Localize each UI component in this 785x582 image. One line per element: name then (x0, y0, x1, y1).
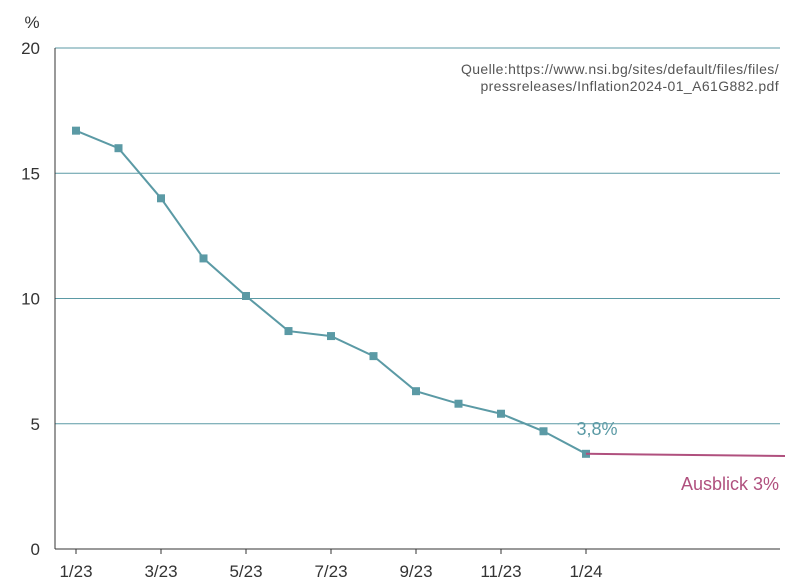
data-point-11-23 (497, 409, 505, 418)
y-tick-label: 0 (31, 540, 40, 559)
source-note-line1: Quelle:https://www.nsi.bg/sites/default/… (461, 61, 779, 77)
data-point-10-23 (454, 399, 463, 408)
source-note-line2: pressreleases/Inflation2024-01_A61G882.p… (480, 78, 779, 94)
last-value-label: 3,8% (576, 419, 617, 439)
series-line (75, 129, 587, 455)
x-tick-label: 7/23 (314, 562, 347, 581)
data-point-7-23 (327, 332, 335, 341)
data-point-1-23 (72, 126, 80, 135)
data-point-12-23 (539, 427, 548, 436)
y-axis-unit-label: % (24, 13, 39, 32)
forecast-arrow (585, 452, 785, 457)
y-tick-label: 5 (31, 415, 40, 434)
x-tick-label: 11/23 (480, 562, 521, 581)
outlook-label: Ausblick 3% (681, 474, 779, 494)
grid-lines (55, 47, 780, 425)
x-tick-label: 5/23 (229, 562, 262, 581)
data-point-2-23 (114, 144, 123, 153)
x-tick-label: 9/23 (399, 562, 432, 581)
data-point-5-23 (242, 291, 250, 300)
data-point-4-23 (199, 254, 208, 263)
data-point-6-23 (284, 327, 293, 336)
y-tick-label: 15 (21, 164, 40, 183)
x-tick-label: 3/23 (144, 562, 177, 581)
data-point-9-23 (412, 387, 420, 396)
y-tick-label: 20 (21, 39, 40, 58)
y-tick-label: 10 (21, 290, 40, 309)
y-tick-labels: 0 5 10 15 20 (21, 39, 40, 559)
x-tick-label: 1/24 (569, 562, 602, 581)
data-point-3-23 (157, 194, 165, 203)
data-point-8-23 (369, 352, 378, 361)
series-markers (72, 126, 590, 458)
x-tick-label: 1/23 (59, 562, 92, 581)
